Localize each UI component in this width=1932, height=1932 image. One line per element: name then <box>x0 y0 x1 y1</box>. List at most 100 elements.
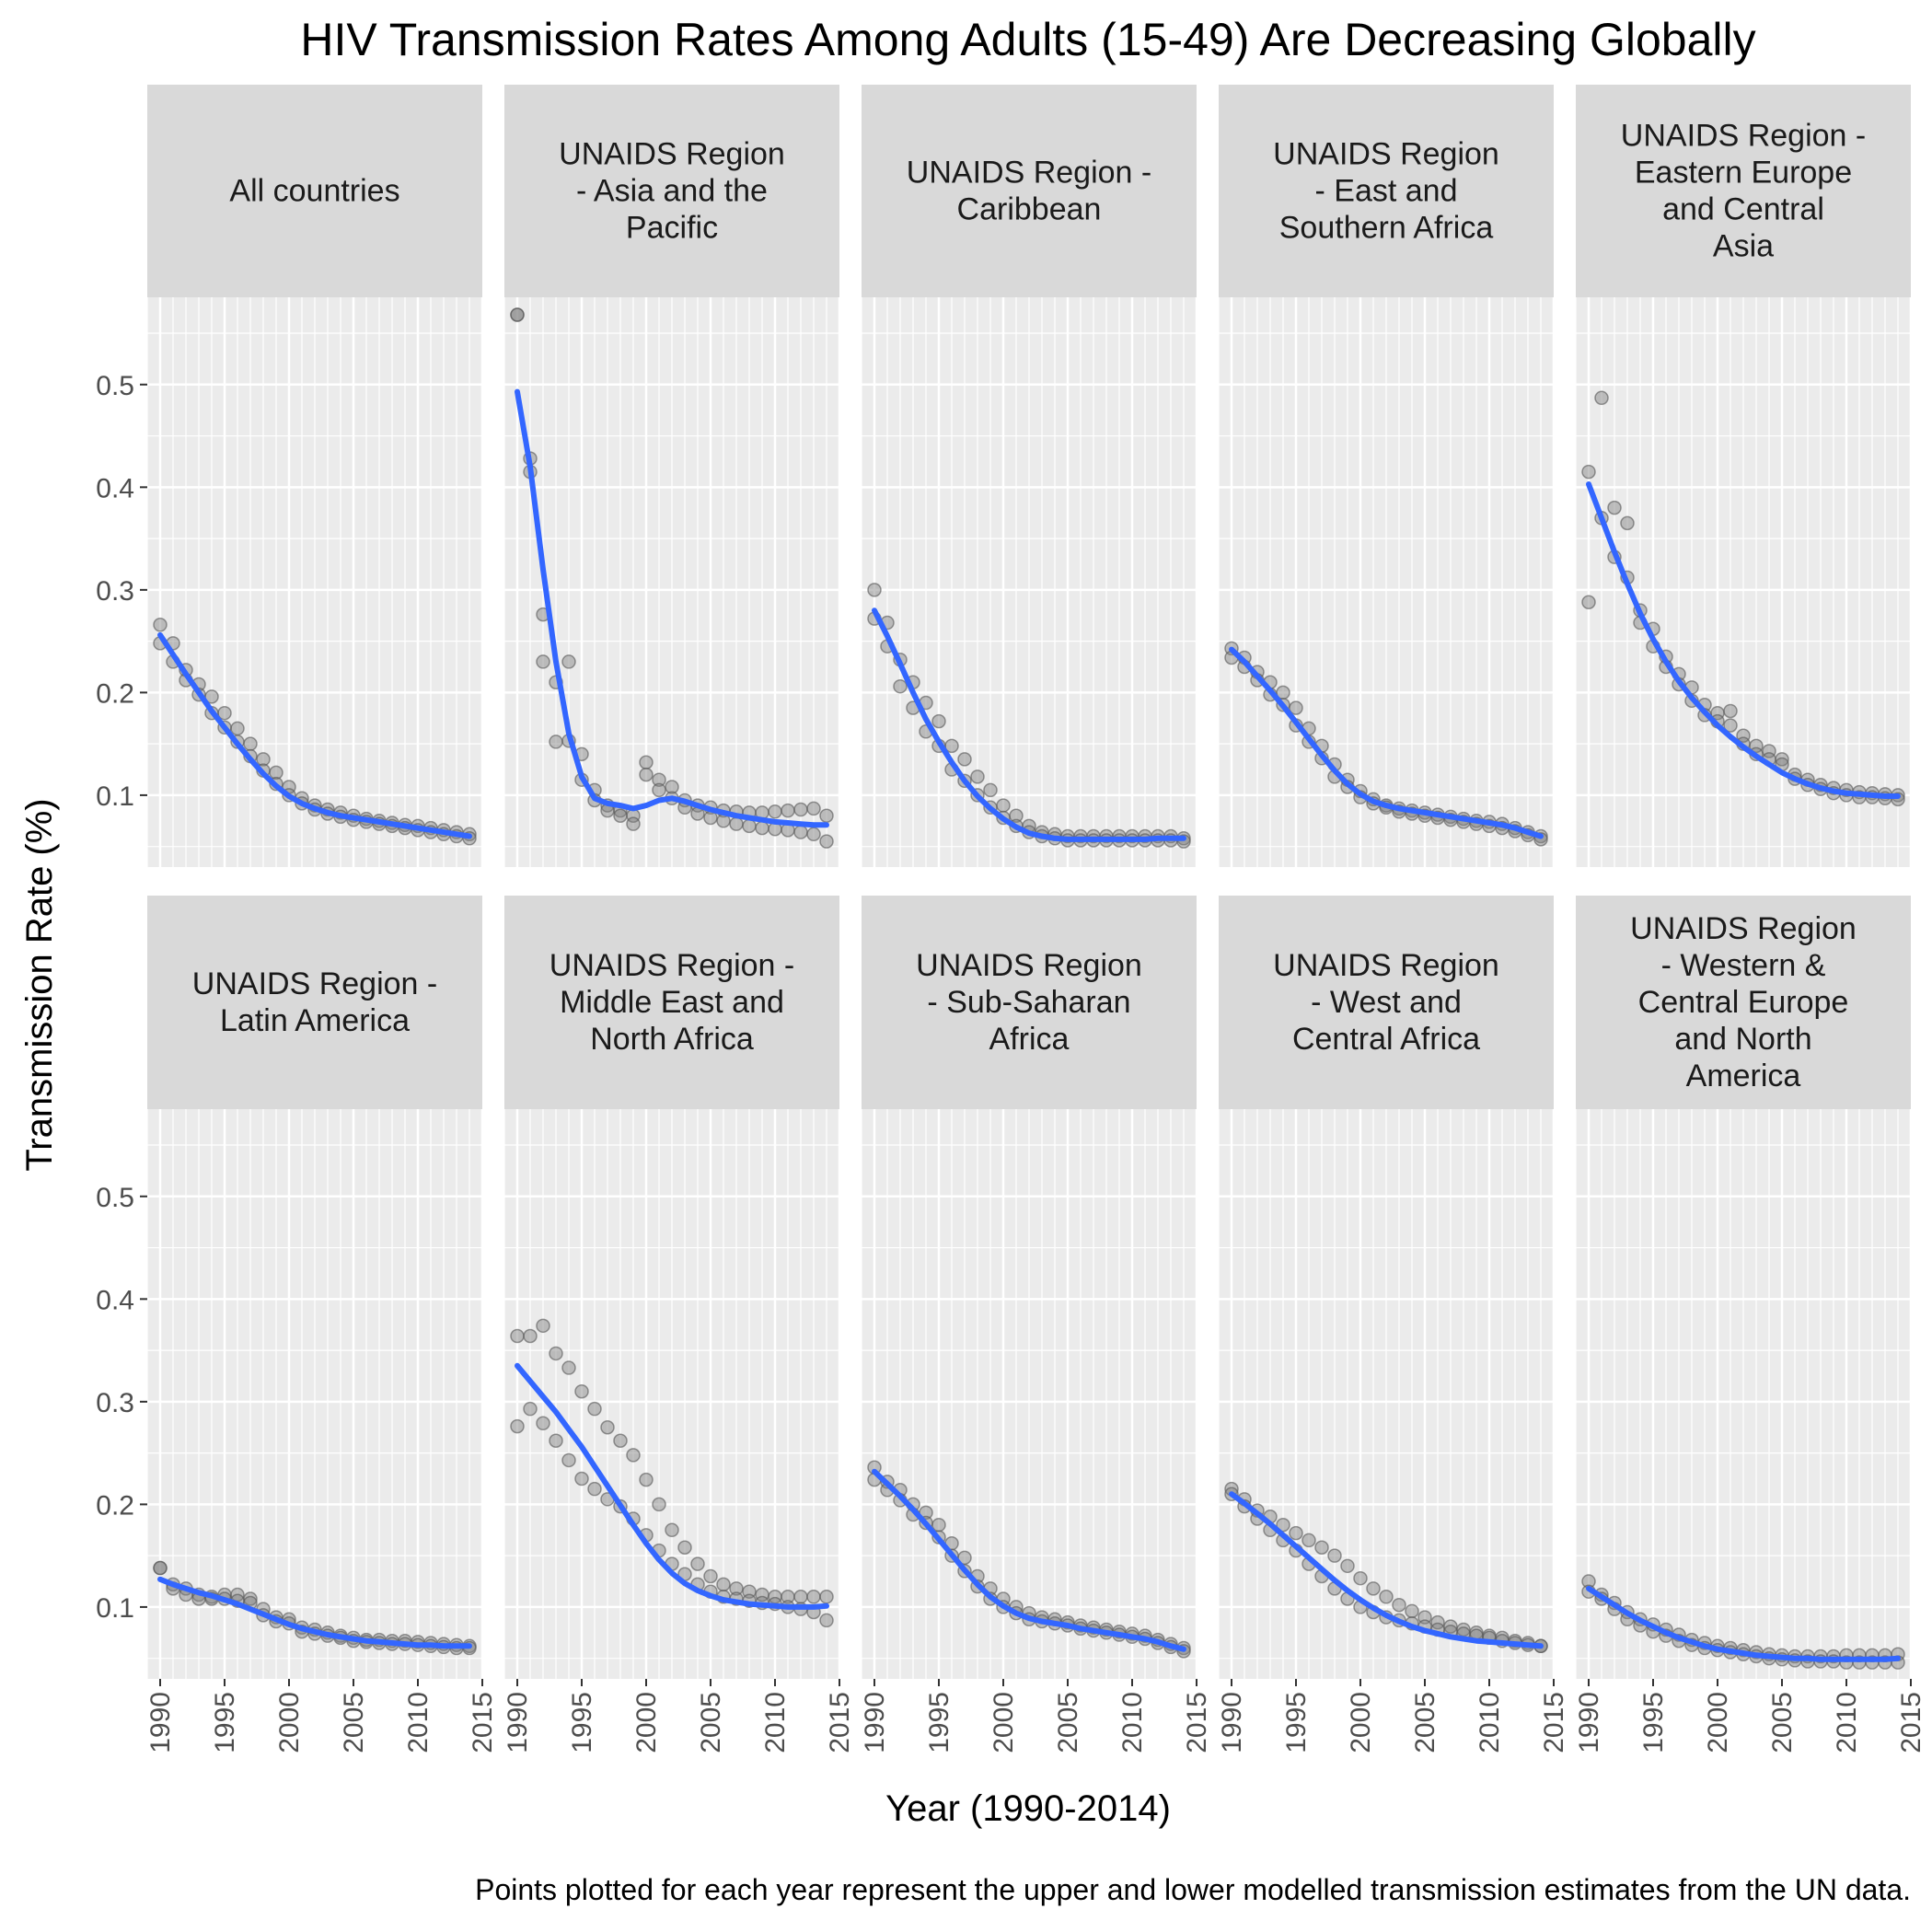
facet-strip-label: Central Europe <box>1638 985 1849 1020</box>
data-point-upper <box>768 804 782 819</box>
y-tick-label: 0.1 <box>96 1593 134 1624</box>
facet-strip-label: Caribbean <box>957 192 1102 227</box>
x-tick-label: 2015 <box>825 1692 855 1753</box>
data-point-upper <box>983 782 998 798</box>
data-point-upper <box>1340 1558 1355 1574</box>
facet-strip-label: All countries <box>229 174 399 209</box>
facet-strip <box>147 896 482 1109</box>
data-point-lower <box>755 820 769 836</box>
facet-strip-label: Eastern Europe <box>1635 156 1852 191</box>
smooth-trend-line <box>1586 1585 1901 1662</box>
data-point-upper <box>1620 515 1635 531</box>
data-point-lower <box>536 654 550 669</box>
x-tick-label: 1990 <box>860 1692 890 1753</box>
data-point-upper <box>716 1577 731 1592</box>
facet-strip-label: Central Africa <box>1292 1022 1480 1057</box>
data-point-lower <box>523 1401 538 1417</box>
x-axis-title: Year (1990-2014) <box>885 1788 1171 1829</box>
data-point-upper <box>510 1328 525 1344</box>
facet-strip-label: North Africa <box>590 1022 754 1057</box>
y-tick-label: 0.3 <box>96 576 134 607</box>
data-point-upper <box>1353 1570 1368 1586</box>
data-point-upper <box>243 736 258 751</box>
data-point-upper <box>729 1581 744 1596</box>
facet-strip <box>862 85 1197 297</box>
data-point-lower <box>536 1416 550 1431</box>
facet-strip-label: UNAIDS Region <box>1273 948 1499 983</box>
x-tick-label: 1990 <box>503 1692 533 1753</box>
x-tick-label: 1995 <box>567 1692 597 1753</box>
smooth-trend-line <box>515 1362 829 1610</box>
data-point-lower <box>639 767 654 782</box>
x-tick-label: 2010 <box>403 1692 434 1753</box>
data-point-upper <box>931 1517 946 1533</box>
data-point-lower <box>574 1471 589 1487</box>
facet-strip-label: - West and <box>1311 985 1462 1020</box>
facet-panel: UNAIDS Region -Latin America 0.1 0.2 0.3 0.4… <box>96 896 498 1753</box>
data-point-upper <box>536 1318 550 1334</box>
data-point-upper <box>523 1328 538 1344</box>
x-tick-label: 2015 <box>468 1692 498 1753</box>
data-point-upper <box>819 808 834 823</box>
data-point-upper <box>1289 700 1303 715</box>
x-tick-label: 2005 <box>339 1692 369 1753</box>
y-tick-label: 0.2 <box>96 678 134 709</box>
x-tick-label: 2005 <box>696 1692 726 1753</box>
smooth-trend-line <box>1229 1491 1544 1649</box>
data-point-upper <box>561 654 576 669</box>
smooth-trend-line <box>1586 481 1901 799</box>
facet-strip-label: Pacific <box>626 211 718 246</box>
data-point-upper <box>996 798 1011 813</box>
data-point-upper <box>1607 500 1622 515</box>
facet-strip-label: - Asia and the <box>576 174 768 209</box>
data-point-upper <box>1594 390 1609 406</box>
smooth-trend-line <box>157 631 472 839</box>
x-tick-label: 1990 <box>1217 1692 1247 1753</box>
facet-strip-label: - Western & <box>1661 948 1826 983</box>
data-point-upper <box>1723 703 1738 719</box>
smooth-trend-line <box>872 1468 1186 1652</box>
data-point-upper <box>819 1590 834 1604</box>
data-point-lower <box>819 1613 834 1628</box>
data-point-upper <box>781 803 795 818</box>
facet-strip <box>1576 896 1911 1109</box>
y-tick-label: 0.5 <box>96 1183 134 1213</box>
facet-strip-label: UNAIDS Region - <box>907 156 1151 191</box>
data-point-upper <box>957 752 972 767</box>
facet-panel: All countries 0.1 0.2 0.3 0.4 0.5 <box>96 85 484 867</box>
data-point-lower <box>626 816 641 831</box>
data-point-upper <box>652 772 666 787</box>
facet-strip-label: Middle East and <box>560 985 784 1020</box>
data-point-lower <box>510 307 525 322</box>
facet-strip-label: Africa <box>989 1022 1070 1057</box>
facet-strip-label: UNAIDS Region <box>559 137 785 172</box>
facet-strip <box>1219 85 1554 297</box>
y-tick-label: 0.1 <box>96 781 134 812</box>
data-point-lower <box>793 825 808 839</box>
data-point-lower <box>549 1433 563 1448</box>
data-point-lower <box>153 1560 168 1576</box>
data-point-lower <box>549 735 563 749</box>
smooth-trend-line <box>1229 646 1544 839</box>
x-tick-label: 2005 <box>1767 1692 1798 1753</box>
data-point-upper <box>230 721 245 736</box>
data-point-lower <box>729 816 744 831</box>
data-point-lower <box>819 834 834 849</box>
x-tick-label: 1995 <box>1638 1692 1669 1753</box>
y-tick-label: 0.4 <box>96 473 134 503</box>
data-point-upper <box>652 1497 666 1512</box>
facet-strip <box>504 896 839 1109</box>
facet-strip-label: UNAIDS Region <box>916 948 1142 983</box>
data-point-lower <box>893 678 908 694</box>
x-tick-label: 2005 <box>1410 1692 1440 1753</box>
x-tick-label: 1995 <box>210 1692 240 1753</box>
data-point-lower <box>806 827 821 842</box>
chart-caption: Points plotted for each year represent t… <box>475 1873 1911 1906</box>
data-point-lower <box>613 808 628 823</box>
